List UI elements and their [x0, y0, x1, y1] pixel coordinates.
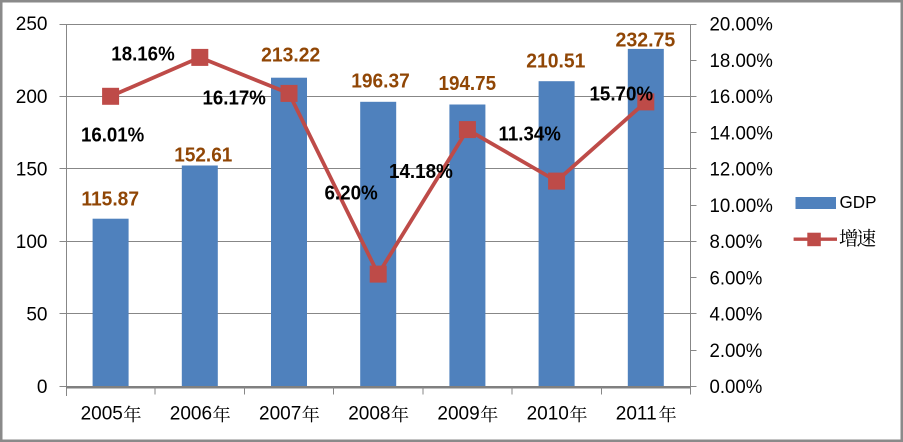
- svg-text:18.00%: 18.00%: [710, 51, 773, 72]
- svg-text:200: 200: [16, 87, 48, 108]
- svg-text:2005: 2005: [81, 404, 123, 425]
- svg-text:150: 150: [16, 159, 48, 180]
- svg-text:194.75: 194.75: [439, 73, 497, 95]
- svg-text:18.16%: 18.16%: [111, 44, 175, 66]
- svg-text:6.00%: 6.00%: [710, 268, 763, 289]
- svg-text:8.00%: 8.00%: [710, 232, 763, 253]
- svg-text:152.61: 152.61: [174, 145, 232, 167]
- svg-text:14.00%: 14.00%: [710, 123, 773, 144]
- svg-text:16.17%: 16.17%: [203, 87, 266, 109]
- svg-text:2011: 2011: [616, 404, 657, 425]
- svg-text:196.37: 196.37: [351, 71, 410, 93]
- svg-text:250: 250: [16, 14, 48, 35]
- svg-text:0: 0: [37, 377, 48, 398]
- svg-text:16.00%: 16.00%: [710, 87, 773, 108]
- svg-text:213.22: 213.22: [261, 45, 320, 67]
- svg-text:15.70%: 15.70%: [589, 84, 653, 106]
- svg-text:2.00%: 2.00%: [710, 341, 763, 362]
- svg-text:12.00%: 12.00%: [710, 160, 773, 181]
- svg-text:100: 100: [16, 232, 48, 253]
- svg-text:14.18%: 14.18%: [389, 161, 453, 183]
- svg-text:6.20%: 6.20%: [324, 182, 377, 204]
- svg-text:4.00%: 4.00%: [710, 305, 763, 326]
- svg-text:11.34%: 11.34%: [499, 123, 561, 145]
- svg-text:210.51: 210.51: [526, 51, 585, 73]
- svg-text:20.00%: 20.00%: [710, 15, 773, 36]
- svg-text:16.01%: 16.01%: [81, 124, 144, 146]
- svg-text:115.87: 115.87: [81, 188, 139, 210]
- svg-text:10.00%: 10.00%: [710, 196, 773, 217]
- svg-text:2007: 2007: [259, 404, 301, 425]
- svg-text:GDP: GDP: [840, 192, 877, 212]
- svg-text:50: 50: [26, 304, 47, 325]
- svg-text:0.00%: 0.00%: [710, 377, 763, 398]
- svg-text:2010: 2010: [527, 404, 569, 425]
- svg-text:2009: 2009: [437, 404, 479, 425]
- svg-text:232.75: 232.75: [616, 30, 676, 52]
- svg-text:2008: 2008: [348, 404, 390, 425]
- svg-text:2006: 2006: [170, 404, 212, 425]
